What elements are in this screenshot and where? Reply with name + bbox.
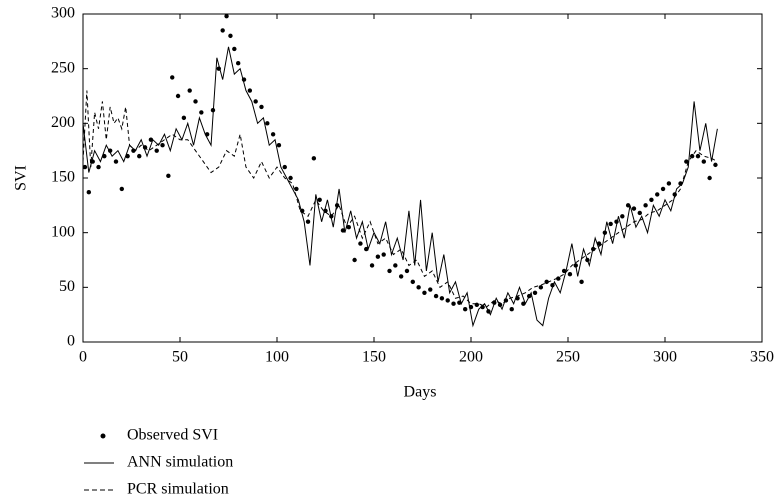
data-point (199, 110, 204, 115)
x-tick-label: 0 (79, 349, 87, 366)
data-point (166, 173, 171, 179)
x-axis-label: Days (404, 384, 437, 401)
data-point (228, 33, 233, 39)
data-point (358, 241, 363, 246)
legend-marker (100, 433, 106, 439)
data-point (311, 156, 317, 161)
data-point (445, 298, 450, 303)
data-point (625, 203, 631, 208)
data-point (416, 285, 421, 290)
data-point (404, 268, 410, 274)
data-point (428, 287, 433, 292)
data-point (259, 104, 264, 110)
data-point (317, 197, 322, 203)
y-tick-label: 150 (51, 169, 75, 186)
data-point (232, 46, 237, 52)
data-point (608, 221, 613, 227)
data-point (579, 279, 584, 285)
data-point (175, 93, 181, 99)
data-point (288, 175, 293, 181)
data-point (119, 186, 125, 192)
data-point (364, 246, 369, 252)
data-point (305, 219, 311, 224)
data-point (532, 290, 538, 295)
data-point (154, 148, 159, 153)
data-point (684, 159, 689, 164)
data-point (375, 254, 381, 259)
data-point (170, 75, 175, 80)
data-point (160, 143, 165, 148)
x-tick-label: 150 (362, 349, 386, 366)
data-point (381, 252, 386, 257)
x-tick-label: 250 (556, 349, 580, 366)
data-point (236, 61, 241, 66)
data-point (620, 214, 625, 219)
data-point (462, 307, 468, 312)
data-point (137, 153, 142, 159)
data-point (713, 162, 718, 168)
y-tick-label: 100 (51, 223, 75, 240)
data-point (631, 206, 637, 211)
data-point (433, 293, 439, 299)
legend-label: Observed SVI (127, 427, 218, 444)
data-point (538, 285, 544, 290)
data-point (96, 164, 101, 170)
x-tick-label: 50 (172, 349, 188, 366)
legend-label: PCR simulation (127, 481, 229, 498)
data-point (398, 274, 404, 279)
legend-label: ANN simulation (127, 454, 233, 471)
y-axis-label: SVI (13, 165, 30, 191)
data-point (187, 88, 192, 93)
data-point (393, 263, 398, 268)
x-tick-label: 100 (265, 349, 289, 366)
data-point (695, 153, 701, 159)
data-point (649, 197, 654, 203)
x-tick-label: 350 (750, 349, 774, 366)
data-point (270, 132, 276, 137)
y-tick-label: 50 (59, 278, 75, 295)
data-point (369, 263, 375, 268)
data-point (193, 99, 198, 104)
data-point (247, 88, 253, 93)
data-point (561, 268, 567, 274)
data-point (224, 13, 229, 19)
data-point (701, 159, 706, 164)
data-point (707, 175, 712, 181)
series-line (82, 46, 718, 328)
data-point (439, 296, 445, 301)
y-tick-label: 250 (51, 59, 75, 76)
data-point (387, 268, 392, 274)
data-point (253, 99, 258, 104)
data-point (410, 279, 415, 285)
data-point (655, 192, 660, 197)
data-point (352, 257, 357, 263)
y-tick-label: 200 (51, 114, 75, 131)
data-point (276, 143, 282, 148)
data-point (220, 28, 225, 33)
data-point (544, 279, 549, 285)
data-point (282, 164, 287, 170)
data-point (660, 186, 666, 192)
data-point (637, 210, 642, 216)
data-point (451, 301, 456, 306)
data-point (294, 186, 299, 192)
x-tick-label: 200 (459, 349, 483, 366)
data-point (82, 164, 88, 170)
data-point (422, 290, 427, 295)
data-point (86, 190, 92, 195)
x-tick-label: 300 (653, 349, 677, 366)
y-tick-label: 0 (67, 333, 75, 350)
data-point (643, 203, 648, 208)
data-point (567, 272, 573, 277)
y-tick-label: 300 (51, 5, 75, 22)
data-point (556, 276, 561, 281)
data-point (265, 121, 270, 126)
data-point (113, 159, 119, 164)
data-point (509, 307, 514, 312)
data-point (666, 181, 672, 186)
data-point (181, 115, 187, 121)
legend: Observed SVI ANN simulation PCR simulation (84, 427, 233, 498)
